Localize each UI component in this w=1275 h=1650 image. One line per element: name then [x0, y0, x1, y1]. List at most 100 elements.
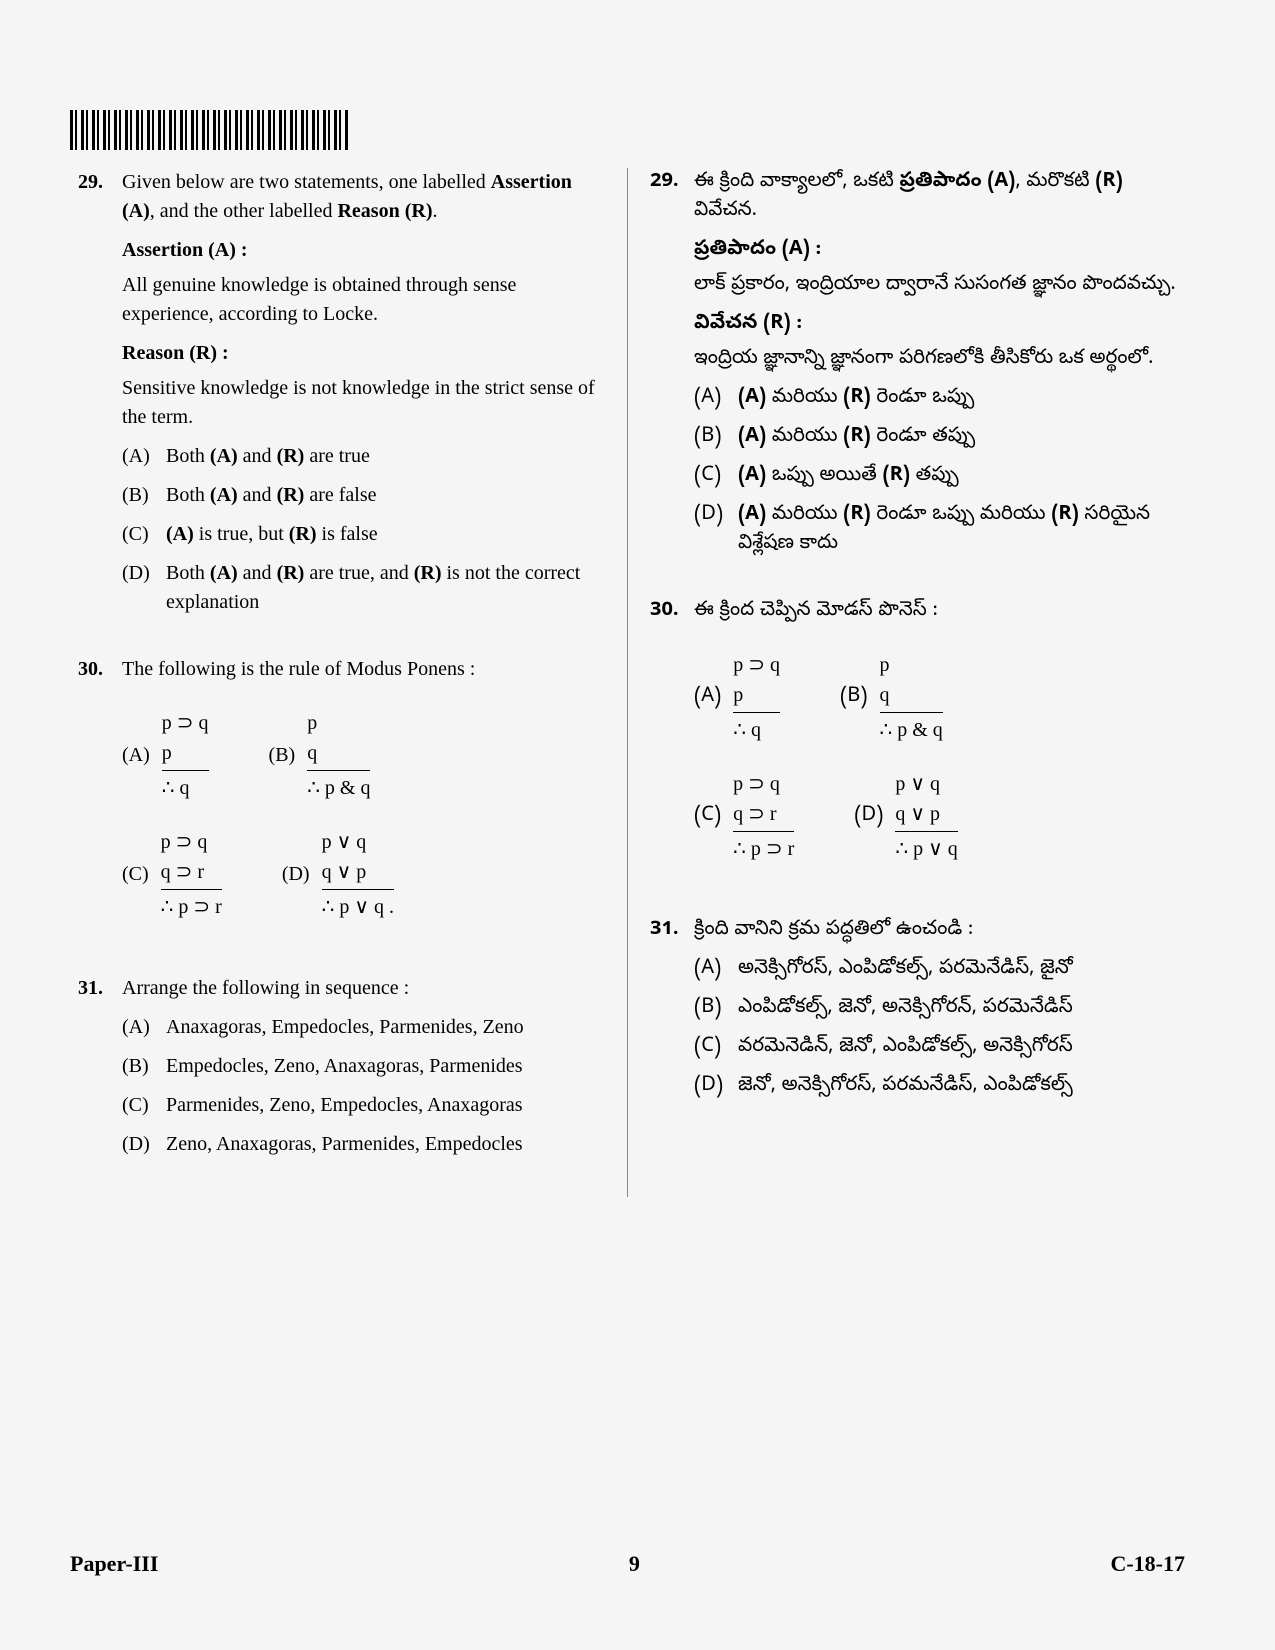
logic-conclusion: ∴ q [162, 770, 209, 803]
logic-block: p ⊃ q p ∴ q [162, 708, 209, 803]
option-label: (A) [694, 955, 738, 984]
option-text: (A) is true, but (R) is false [166, 520, 605, 549]
logic-row-2: (C) p ⊃ qq ⊃ r∴ p ⊃ r (D) p ∨ qq ∨ p∴ p … [694, 769, 1177, 864]
logic-line: q [880, 680, 943, 710]
option-c: (C)(A) ఒప్పు అయితే (R) తప్పు [694, 462, 1177, 491]
bold-text: (A) [210, 445, 238, 467]
question-number: 29. [650, 168, 694, 569]
question-text: ఈ క్రింద చెప్పిన మోడస్ పొనెస్ : [694, 597, 1177, 626]
option-c: (C) (A) is true, but (R) is false [122, 520, 605, 549]
text: and [238, 445, 277, 467]
barcode [70, 110, 350, 150]
logic-option-b: (B) pq∴ p & q [840, 650, 943, 745]
text: వివేచన. [694, 198, 757, 225]
text: are true, and [304, 562, 413, 584]
logic-option-c: (C) p ⊃ qq ⊃ r∴ p ⊃ r [694, 769, 794, 864]
text: రెండూ ఒప్పు [871, 385, 975, 412]
question-30-te: 30. ఈ క్రింద చెప్పిన మోడస్ పొనెస్ : (A) … [650, 597, 1177, 888]
logic-block: p ∨ qq ∨ p∴ p ∨ q [895, 769, 957, 864]
logic-line: p ∨ q [895, 769, 957, 799]
logic-line: p ⊃ q [733, 650, 780, 680]
options: (A) Both (A) and (R) are true (B) Both (… [122, 442, 605, 617]
logic-line: p ⊃ q [161, 827, 222, 857]
question-number: 30. [650, 597, 694, 888]
text: Both [166, 484, 210, 506]
bold-text: (A) [738, 385, 766, 412]
reason-heading: వివేచన (R) : [694, 310, 1177, 339]
option-text: Both (A) and (R) are false [166, 481, 605, 510]
logic-option-c: (C) p ⊃ q q ⊃ r ∴ p ⊃ r [122, 827, 222, 922]
bold-text: (A) [166, 523, 194, 545]
logic-line: p ⊃ q [733, 769, 794, 799]
bold-text: (R) [843, 502, 871, 529]
logic-line: p ⊃ q [162, 708, 209, 738]
text: రెండూ ఒప్పు మరియు [871, 502, 1051, 529]
text: Both [166, 445, 210, 467]
options: (A)Anaxagoras, Empedocles, Parmenides, Z… [122, 1013, 605, 1159]
logic-line: q ⊃ r [161, 857, 222, 887]
bold-text: (R) [843, 385, 871, 412]
question-30: 30. The following is the rule of Modus P… [78, 655, 605, 946]
logic-line: p [307, 708, 370, 738]
question-31: 31. Arrange the following in sequence : … [78, 974, 605, 1169]
question-intro: Given below are two statements, one labe… [122, 168, 605, 226]
page-number: 9 [629, 1548, 640, 1580]
question-number: 29. [78, 168, 122, 627]
question-intro: ఈ క్రింది వాక్యాలలో, ఒకటి ప్రతిపాదం (A),… [694, 168, 1177, 226]
right-column: 29. ఈ క్రింది వాక్యాలలో, ఒకటి ప్రతిపాదం … [628, 168, 1185, 1197]
question-number: 30. [78, 655, 122, 946]
assertion-text: లాక్ ప్రకారం, ఇంద్రియాల ద్వారానే సుసంగత … [694, 271, 1177, 300]
option-text: Zeno, Anaxagoras, Parmenides, Empedocles [166, 1130, 605, 1159]
question-number: 31. [78, 974, 122, 1169]
option-label: (C) [122, 860, 149, 889]
bold-text: (A) [210, 562, 238, 584]
option-label: (D) [694, 501, 738, 559]
bold-text: (R) [289, 523, 317, 545]
question-body: Given below are two statements, one labe… [122, 168, 605, 627]
reason-text: ఇంద్రియ జ్ఞానాన్ని జ్ఞానంగా పరిగణలోకి తీ… [694, 345, 1177, 374]
bold-text: (A) [738, 463, 766, 490]
option-b: (B)(A) మరియు (R) రెండూ తప్పు [694, 423, 1177, 452]
text: రెండూ తప్పు [871, 424, 975, 451]
option-d: (D)(A) మరియు (R) రెండూ ఒప్పు మరియు (R) స… [694, 501, 1177, 559]
option-text: వరమెనెడిన్, జెనో, ఎంపిడోకల్స్, అనెక్సిగో… [738, 1033, 1177, 1062]
option-d: (D)జెనో, అనెక్సిగోరస్, పరమనేడిస్, ఎంపిడో… [694, 1072, 1177, 1101]
assertion-text: All genuine knowledge is obtained throug… [122, 271, 605, 329]
bold-text: (R) [414, 562, 442, 584]
text: Both [166, 562, 210, 584]
logic-block: p ⊃ qq ⊃ r∴ p ⊃ r [733, 769, 794, 864]
paper-label: Paper-III [70, 1548, 158, 1580]
option-text: (A) మరియు (R) రెండూ ఒప్పు మరియు (R) సరియ… [738, 501, 1177, 559]
option-text: ఎంపిడోకల్స్, జెనో, అనెక్సిగోరన్, పరమెనేడ… [738, 994, 1177, 1023]
option-label: (B) [122, 1052, 166, 1081]
option-text: (A) మరియు (R) రెండూ తప్పు [738, 423, 1177, 452]
option-label: (D) [854, 802, 883, 831]
logic-conclusion: ∴ p ⊃ r [161, 889, 222, 922]
bold-text: (A) [738, 424, 766, 451]
logic-line: p [162, 738, 209, 768]
option-text: Both (A) and (R) are true [166, 442, 605, 471]
logic-row-1: (A) p ⊃ q p ∴ q (B) p q ∴ p & q [122, 708, 605, 803]
option-b: (B) Both (A) and (R) are false [122, 481, 605, 510]
logic-row-1: (A) p ⊃ qp∴ q (B) pq∴ p & q [694, 650, 1177, 745]
option-label: (B) [269, 741, 296, 770]
options: (A)అనెక్సిగోరస్, ఎంపిడోకల్స్, పరమెనేడిస్… [694, 955, 1177, 1101]
option-label: (A) [122, 741, 150, 770]
reason-heading: Reason (R) : [122, 339, 605, 368]
question-text: The following is the rule of Modus Ponen… [122, 655, 605, 684]
logic-option-a: (A) p ⊃ qp∴ q [694, 650, 780, 745]
text: and [238, 484, 277, 506]
bold-text: (A) [210, 484, 238, 506]
option-c: (C)వరమెనెడిన్, జెనో, ఎంపిడోకల్స్, అనెక్స… [694, 1033, 1177, 1062]
option-text: Anaxagoras, Empedocles, Parmenides, Zeno [166, 1013, 605, 1042]
question-body: ఈ క్రింద చెప్పిన మోడస్ పొనెస్ : (A) p ⊃ … [694, 597, 1177, 888]
logic-option-b: (B) p q ∴ p & q [269, 708, 371, 803]
option-b: (B)Empedocles, Zeno, Anaxagoras, Parmeni… [122, 1052, 605, 1081]
logic-line: q ∨ p [322, 857, 394, 887]
text: . [432, 200, 437, 222]
logic-block: p ⊃ qp∴ q [733, 650, 780, 745]
content-columns: 29. Given below are two statements, one … [70, 168, 1185, 1197]
question-text: Arrange the following in sequence : [122, 974, 605, 1003]
logic-block: p q ∴ p & q [307, 708, 370, 803]
logic-line: p [880, 650, 943, 680]
